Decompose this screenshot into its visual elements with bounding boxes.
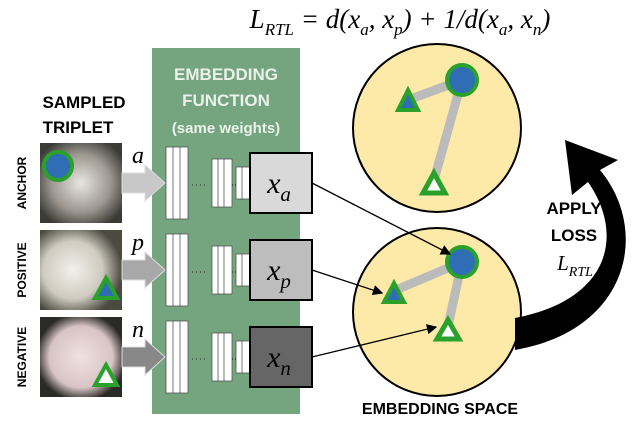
embedding-sub: p	[278, 269, 291, 293]
embedding-base: x	[266, 167, 281, 200]
loss-symbol: LRTL	[556, 251, 593, 280]
network-layer	[179, 233, 189, 307]
input-arrow	[121, 337, 166, 377]
sample-symbol: n	[132, 317, 144, 343]
embedding-sub: n	[280, 356, 291, 380]
formula-text: ) + 1/d(x	[401, 4, 499, 34]
triangle-marker	[91, 360, 121, 387]
formula-subscript: RTL	[264, 20, 294, 39]
projection-arrow	[311, 269, 384, 296]
formula-text: , x	[369, 4, 395, 34]
space-circle	[352, 227, 522, 397]
anchor-marker	[42, 150, 74, 182]
sample-symbol: p	[130, 230, 144, 256]
network-layer	[223, 245, 233, 295]
panel-note: (same weights)	[172, 120, 280, 137]
input-arrow	[121, 163, 166, 203]
formula-subscript: a	[360, 20, 369, 39]
network-layer	[241, 340, 251, 374]
triplet-title: SAMPLED	[42, 93, 125, 112]
points-before	[394, 63, 479, 196]
network-layer	[223, 158, 233, 208]
embedding-box	[249, 152, 313, 214]
formula-text: = d(x	[294, 4, 360, 34]
points-after	[380, 245, 479, 342]
panel-title: EMBEDDING	[174, 65, 278, 84]
loss-title: APPLY	[546, 199, 602, 218]
projection-arrow	[311, 182, 452, 255]
projection-arrow	[311, 324, 438, 358]
formula-text: , x	[507, 4, 533, 34]
loss-title: LOSS	[551, 226, 597, 245]
input-arrow	[121, 250, 166, 290]
formula-text: )	[539, 4, 550, 34]
embedding-sub: a	[280, 182, 291, 206]
loss-formula: LRTL = d(xa, xp) + 1/d(xa, xn)	[249, 4, 551, 39]
embedding-symbol: xa	[266, 167, 291, 206]
network-layer	[241, 166, 251, 200]
sample-label: POSITIVE	[15, 242, 29, 297]
formula-subscript: p	[393, 20, 403, 39]
sample-label: ANCHOR	[15, 156, 29, 209]
embedding-symbol: xn	[266, 341, 291, 380]
triangle-marker	[91, 273, 121, 300]
sample-symbol: a	[132, 143, 144, 169]
loss-arrow	[515, 140, 626, 350]
embedding-symbol: xp	[266, 254, 291, 293]
space-circle	[352, 43, 522, 213]
triplet-title: TRIPLET	[43, 118, 114, 137]
network-layer	[241, 253, 251, 287]
embedding-base: x	[266, 341, 281, 374]
embedding-box	[249, 239, 313, 301]
formula-subscript: a	[499, 20, 508, 39]
network-layer	[179, 146, 189, 220]
embedding-base: x	[266, 254, 281, 287]
network-layer	[223, 332, 233, 382]
sample-label: NEGATIVE	[15, 327, 29, 387]
panel-title: FUNCTION	[182, 91, 270, 110]
space-label: EMBEDDING SPACE	[362, 401, 518, 418]
network-layer	[179, 320, 189, 394]
formula-subscript: n	[533, 20, 542, 39]
formula-text: L	[249, 4, 265, 34]
embedding-box	[249, 326, 313, 388]
